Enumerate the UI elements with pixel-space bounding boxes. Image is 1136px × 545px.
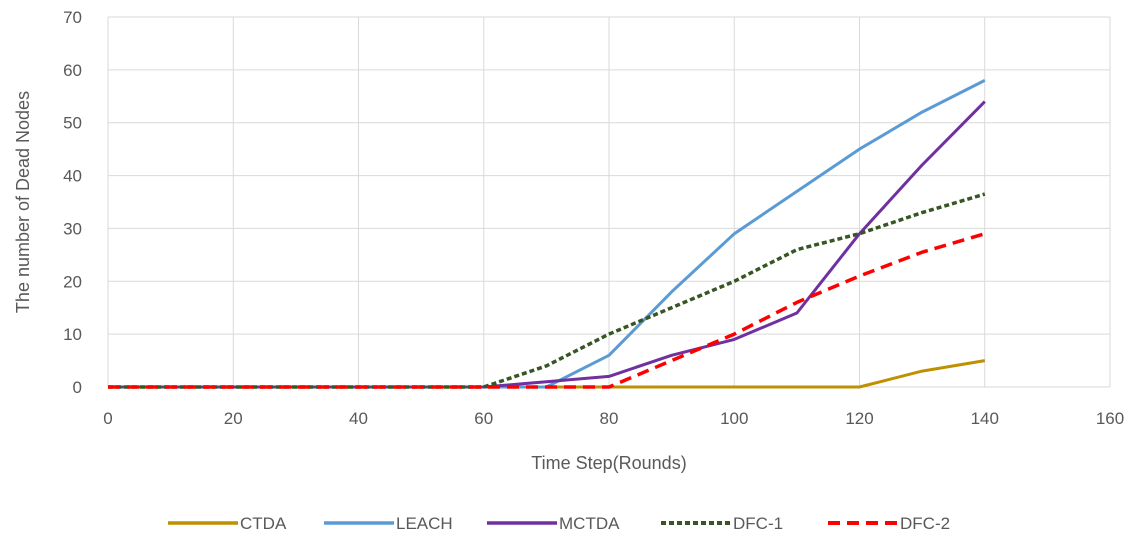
y-axis-label: The number of Dead Nodes: [13, 91, 33, 313]
legend-item-ctda: CTDA: [168, 514, 287, 533]
legend-item-dfc-2: DFC-2: [828, 514, 950, 533]
y-axis-tick-labels: 0 10 20 30 40 50 60 70: [63, 8, 82, 397]
legend: CTDA LEACH MCTDA DFC-1 DFC-2: [168, 514, 950, 533]
y-tick-label: 20: [63, 272, 82, 291]
y-tick-label: 0: [73, 378, 82, 397]
x-tick-label: 100: [720, 409, 748, 428]
legend-item-leach: LEACH: [324, 514, 453, 533]
y-tick-label: 60: [63, 61, 82, 80]
y-tick-label: 10: [63, 325, 82, 344]
x-tick-label: 160: [1096, 409, 1124, 428]
y-tick-label: 40: [63, 167, 82, 186]
x-tick-label: 80: [600, 409, 619, 428]
series-line-dfc-2: [108, 232, 986, 389]
x-tick-label: 40: [349, 409, 368, 428]
series-line-dfc-1: [108, 192, 986, 389]
x-tick-label: 120: [845, 409, 873, 428]
x-axis-label: Time Step(Rounds): [531, 453, 686, 473]
legend-label: DFC-2: [900, 514, 950, 533]
legend-label: CTDA: [240, 514, 287, 533]
legend-item-mctda: MCTDA: [487, 514, 620, 533]
legend-label: LEACH: [396, 514, 453, 533]
legend-label: DFC-1: [733, 514, 783, 533]
y-tick-label: 50: [63, 114, 82, 133]
series-line-mctda: [108, 100, 986, 389]
x-tick-label: 140: [971, 409, 999, 428]
x-tick-label: 0: [103, 409, 112, 428]
x-axis-tick-labels: 0 20 40 60 80 100 120 140 160: [103, 409, 1124, 428]
legend-item-dfc-1: DFC-1: [661, 514, 783, 533]
y-tick-label: 30: [63, 219, 82, 238]
y-tick-label: 70: [63, 8, 82, 27]
series-lines: [108, 79, 986, 389]
x-tick-label: 60: [474, 409, 493, 428]
x-tick-label: 20: [224, 409, 243, 428]
gridlines: [107, 16, 1111, 388]
legend-label: MCTDA: [559, 514, 620, 533]
